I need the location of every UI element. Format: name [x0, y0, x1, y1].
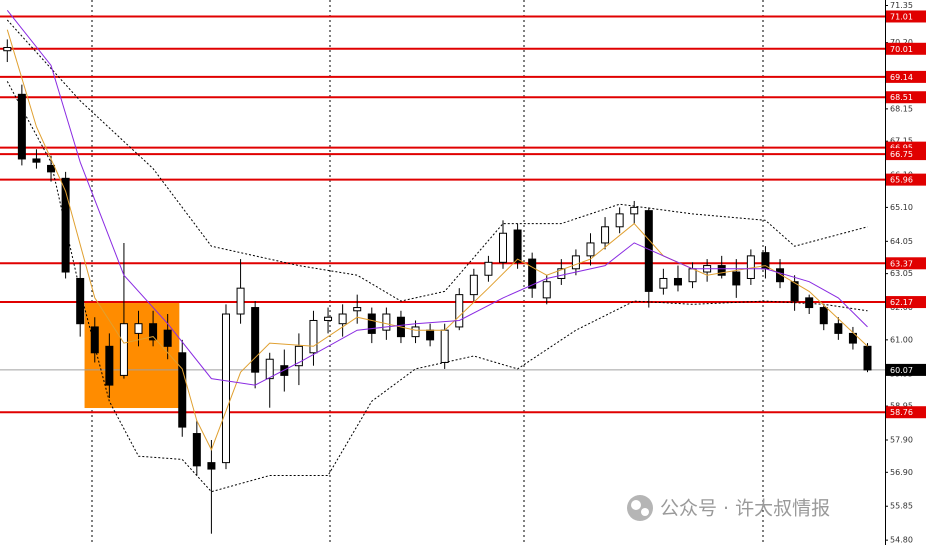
level-label: 58.76 [890, 408, 913, 417]
candle-body [294, 345, 303, 367]
candle-body [221, 313, 230, 464]
level-label: 69.14 [890, 73, 913, 82]
level-label-box [886, 148, 926, 161]
candle-body [3, 46, 12, 52]
y-tick-label: 63.05 [890, 269, 913, 278]
candle-body [411, 326, 420, 338]
candle-body [76, 277, 85, 325]
level-label-box [886, 406, 926, 419]
level-label-box [886, 296, 926, 309]
level-label-box [886, 173, 926, 186]
y-tick-label: 61.00 [890, 335, 913, 344]
candle-body [819, 307, 828, 325]
level-label: 63.37 [890, 259, 913, 268]
candle-body [192, 433, 201, 467]
indicator-line [6, 19, 868, 302]
highlight-zone [84, 303, 180, 409]
candle-body [134, 323, 143, 334]
y-tick-label: 54.80 [890, 536, 913, 545]
watermark: 公众号 · 许大叔情报 [627, 495, 830, 521]
candle-body [717, 265, 726, 276]
candle-body [324, 316, 333, 321]
candle-body [426, 329, 435, 341]
candle-body [805, 297, 814, 309]
candle-body [455, 294, 464, 328]
candle-body [207, 462, 216, 470]
candle-body [528, 258, 537, 289]
level-label-box [886, 257, 926, 270]
candle-body [32, 158, 41, 163]
candle-body [615, 213, 624, 228]
level-label: 65.96 [890, 176, 913, 185]
candle-body [848, 332, 857, 344]
candle-body [367, 313, 376, 334]
y-tick-label: 58.95 [890, 402, 913, 411]
level-label-box [886, 42, 926, 55]
level-label-box [886, 10, 926, 23]
candle-body [776, 268, 785, 283]
level-label: 66.75 [890, 150, 913, 159]
candle-body [673, 277, 682, 286]
y-tick-label: 70.20 [890, 38, 913, 47]
y-tick-label: 65.10 [890, 203, 913, 212]
candle-body [265, 358, 274, 380]
y-tick-label: 64.05 [890, 237, 913, 246]
y-tick-label: 55.85 [890, 502, 913, 511]
current-price-box [886, 363, 926, 376]
watermark-icon [631, 500, 641, 510]
candle-body [571, 255, 580, 270]
candle-body [863, 345, 872, 371]
y-tick-label: 57.90 [890, 436, 913, 445]
level-label-box [886, 91, 926, 104]
candle-body [630, 206, 639, 215]
candle-body [90, 326, 99, 354]
candle-body [499, 232, 508, 263]
candle-body [251, 307, 260, 373]
candle-body [149, 323, 158, 341]
candle-body [834, 323, 843, 334]
candle-body [309, 319, 318, 354]
indicator-line [6, 81, 868, 493]
y-tick-label: 67.15 [890, 137, 913, 146]
watermark-icon [641, 508, 649, 516]
candle-body [601, 226, 610, 244]
candle-body [586, 242, 595, 257]
candle-body [119, 323, 128, 376]
candle-body [338, 313, 347, 325]
indicator-line [6, 9, 868, 386]
candle-body [47, 164, 56, 173]
level-label: 71.01 [890, 12, 913, 21]
level-label-box [886, 70, 926, 83]
level-label: 62.17 [890, 298, 913, 307]
y-tick-label: 71.35 [890, 1, 913, 10]
candle-body [688, 268, 697, 283]
candle-body [513, 229, 522, 263]
current-price-label: 60.07 [890, 366, 913, 375]
candle-body [790, 281, 799, 302]
candle-body [557, 268, 566, 279]
candle-body [17, 93, 26, 160]
y-tick-label: 56.90 [890, 468, 913, 477]
candle-body [484, 261, 493, 276]
level-label: 68.51 [890, 93, 913, 102]
candle-body [178, 352, 187, 428]
watermark-text: 公众号 · 许大叔情报 [660, 498, 830, 520]
candle-body [105, 345, 114, 386]
candle-body [659, 277, 668, 289]
candle-body [469, 274, 478, 296]
candle-body [353, 307, 362, 312]
level-label: 70.01 [890, 45, 913, 54]
candle-body [542, 281, 551, 299]
candle-body [440, 329, 449, 363]
candle-body [732, 271, 741, 286]
y-tick-label: 68.15 [890, 104, 913, 113]
candle-body [382, 313, 391, 331]
period-separators [91, 0, 764, 545]
candle-body [163, 329, 172, 347]
candle-body [236, 287, 245, 315]
